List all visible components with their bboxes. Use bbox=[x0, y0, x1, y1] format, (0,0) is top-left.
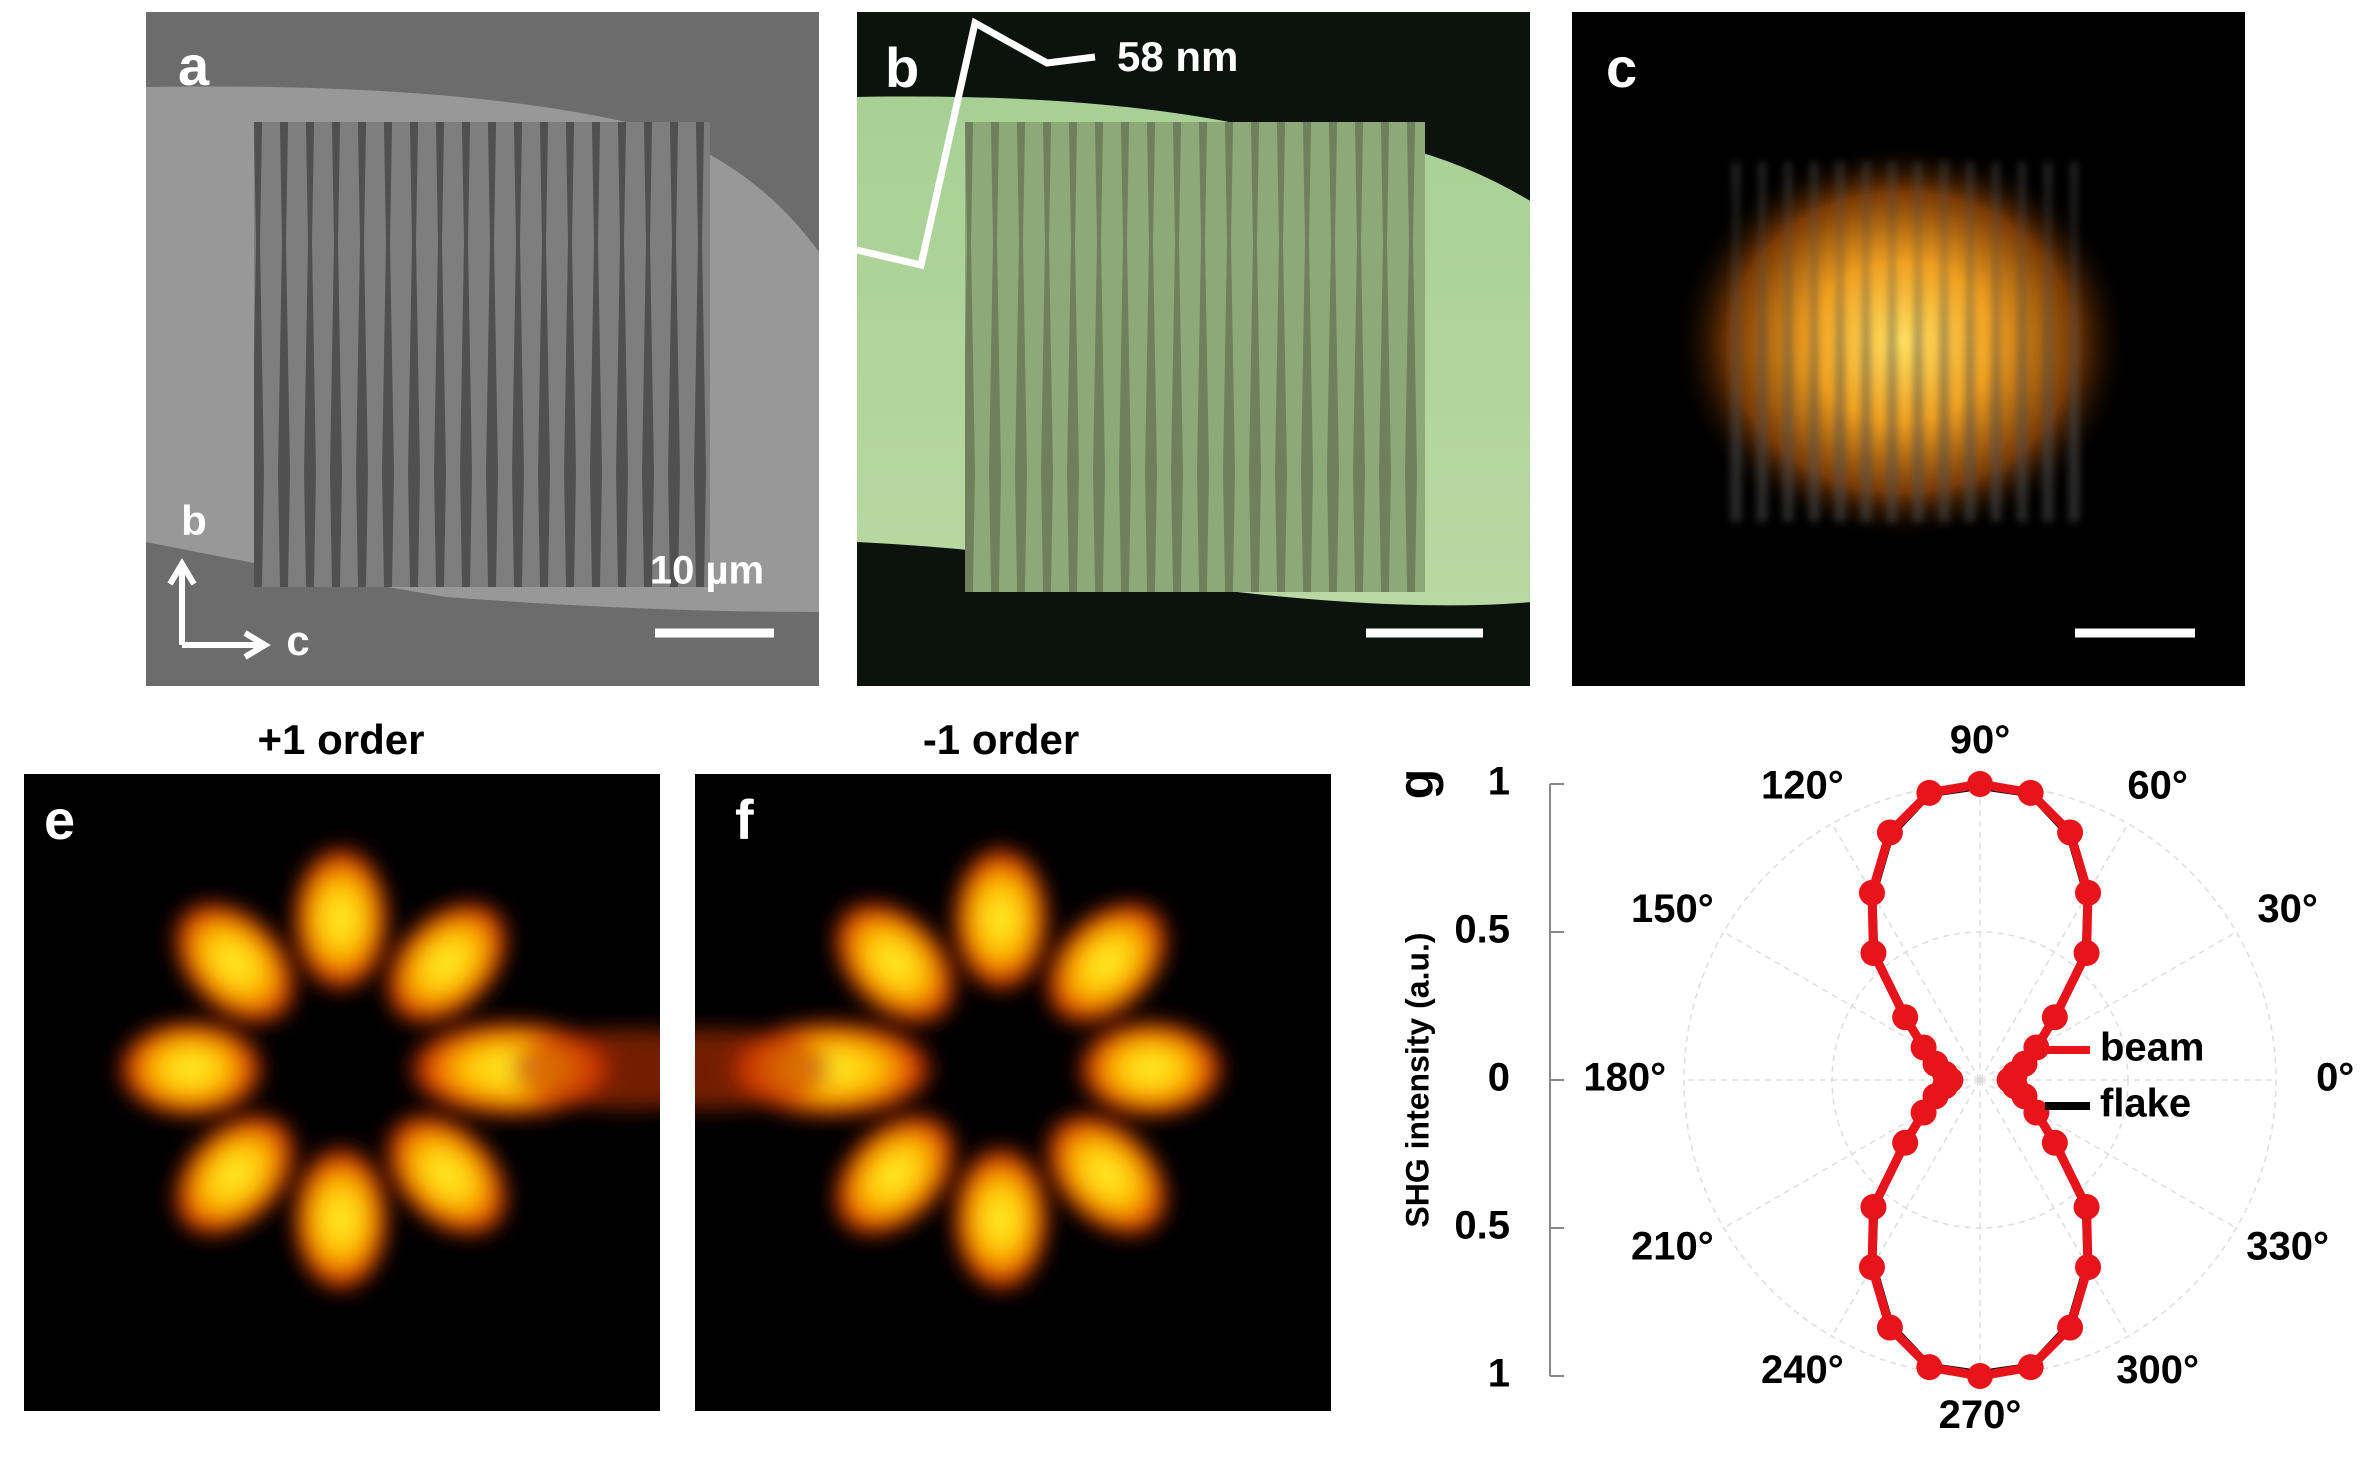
grid-spoke bbox=[1831, 823, 1981, 1081]
panel-title: +1 order bbox=[258, 716, 425, 763]
grid-spoke bbox=[1979, 823, 2129, 1081]
panel-c: c bbox=[1572, 12, 2245, 686]
legend-label: flake bbox=[2100, 1082, 2191, 1126]
data-point bbox=[1967, 771, 1993, 797]
axis-label: c bbox=[286, 617, 309, 664]
data-point bbox=[2075, 1254, 2102, 1281]
panel-label: c bbox=[1606, 36, 1637, 99]
grating bbox=[965, 122, 1425, 592]
data-point bbox=[2017, 779, 2044, 806]
theta-tick-label: 240° bbox=[1761, 1348, 1844, 1392]
theta-tick-label: 120° bbox=[1761, 763, 1844, 807]
grid-spoke bbox=[1979, 1079, 2129, 1337]
panel-label: e bbox=[44, 788, 75, 851]
y-tick-label: 0.5 bbox=[1454, 908, 1510, 952]
polar-chart: g SHG intensity (a.u.) 1 0.5 0 0.5 1 0° 30° 60°… bbox=[1388, 718, 2354, 1437]
data-point bbox=[2075, 879, 2102, 906]
data-point bbox=[1916, 779, 1943, 806]
data-point bbox=[1910, 1099, 1937, 1126]
profile-label: 58 nm bbox=[1117, 33, 1238, 80]
y-tick-label: 0 bbox=[1488, 1056, 1510, 1100]
shg-fringes bbox=[1722, 162, 2092, 522]
panel-label: b bbox=[885, 36, 919, 99]
beam-tail bbox=[511, 1029, 660, 1109]
donut-beam bbox=[113, 841, 660, 1297]
panel-a: a 10 µm b c bbox=[146, 12, 819, 686]
panel-label: a bbox=[178, 34, 210, 97]
y-tick-label: 1 bbox=[1488, 760, 1510, 804]
grid-spoke bbox=[1831, 1079, 1981, 1337]
beam-lobe bbox=[380, 1108, 514, 1242]
height-profile bbox=[857, 17, 1096, 270]
data-point bbox=[1876, 819, 1903, 846]
beam-lobe bbox=[949, 1141, 1053, 1297]
theta-tick-label: 210° bbox=[1631, 1224, 1714, 1268]
data-point bbox=[1967, 1363, 1993, 1389]
y-axis-label: SHG intensity (a.u.) bbox=[1399, 932, 1435, 1227]
beam-tail bbox=[695, 1029, 831, 1109]
scale-bar-label: 10 µm bbox=[650, 549, 764, 593]
beam-lobe bbox=[380, 896, 514, 1030]
beam-lobe bbox=[289, 841, 393, 997]
data-point bbox=[1916, 1354, 1943, 1381]
beam-lobe bbox=[113, 1017, 269, 1121]
theta-tick-label: 180° bbox=[1583, 1056, 1666, 1100]
panel-title: -1 order bbox=[923, 716, 1079, 763]
theta-tick-label: 150° bbox=[1631, 887, 1714, 931]
panel-e: e bbox=[24, 774, 660, 1411]
legend-label: beam bbox=[2100, 1026, 2205, 1070]
data-point bbox=[2073, 940, 2100, 967]
beam-lobe bbox=[168, 1108, 302, 1242]
axis-label: b bbox=[181, 497, 207, 544]
data-point bbox=[2057, 819, 2084, 846]
data-point bbox=[2001, 1073, 2028, 1100]
data-point bbox=[2041, 1004, 2068, 1031]
beam-lobe bbox=[1040, 896, 1174, 1030]
axis-arrows bbox=[167, 558, 271, 660]
data-point bbox=[2057, 1314, 2084, 1341]
data-point bbox=[2073, 1193, 2100, 1220]
beam-lobe bbox=[1040, 1108, 1174, 1242]
theta-tick-label: 60° bbox=[2127, 763, 2188, 807]
theta-tick-label: 0° bbox=[2316, 1056, 2354, 1100]
data-point bbox=[1860, 1193, 1887, 1220]
y-tick-label: 0.5 bbox=[1454, 1204, 1510, 1248]
data-point bbox=[1858, 879, 1885, 906]
data-point bbox=[2041, 1129, 2068, 1156]
beam-lobe bbox=[1073, 1017, 1229, 1121]
donut-beam bbox=[695, 841, 1229, 1297]
data-point bbox=[1876, 1314, 1903, 1341]
theta-tick-label: 90° bbox=[1950, 718, 2011, 762]
data-point bbox=[1892, 1129, 1919, 1156]
beam-lobe bbox=[828, 1108, 962, 1242]
theta-tick-label: 30° bbox=[2257, 887, 2318, 931]
data-point bbox=[1892, 1004, 1919, 1031]
y-tick-label: 1 bbox=[1488, 1352, 1510, 1396]
panel-label: g bbox=[1388, 769, 1444, 800]
data-point bbox=[1860, 940, 1887, 967]
theta-tick-label: 330° bbox=[2246, 1224, 2329, 1268]
data-point bbox=[2023, 1034, 2050, 1061]
data-point bbox=[2017, 1354, 2044, 1381]
panel-f: f bbox=[695, 774, 1331, 1411]
beam-lobe bbox=[168, 896, 302, 1030]
beam-lobe bbox=[289, 1141, 393, 1297]
theta-tick-label: 300° bbox=[2116, 1348, 2199, 1392]
theta-tick-label: 270° bbox=[1939, 1393, 2022, 1437]
grating bbox=[254, 122, 710, 587]
beam-lobe bbox=[828, 896, 962, 1030]
data-point bbox=[1858, 1254, 1885, 1281]
panel-b: b 58 nm bbox=[857, 12, 1530, 686]
beam-lobe bbox=[949, 841, 1053, 997]
panel-label: f bbox=[735, 788, 754, 851]
